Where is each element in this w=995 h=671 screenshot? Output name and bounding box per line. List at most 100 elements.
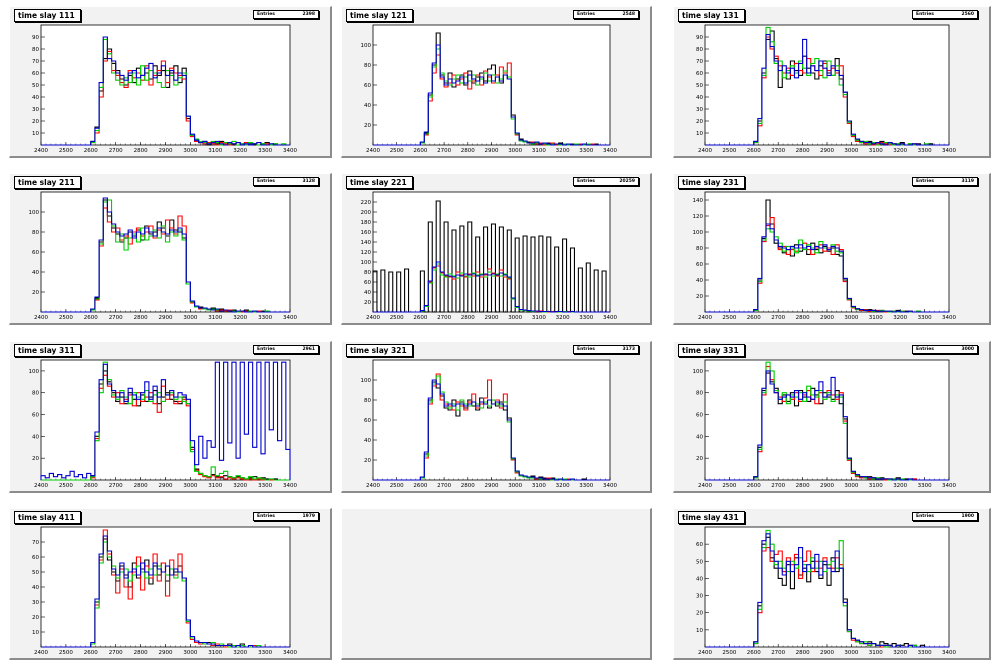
y-tick-label: 70 (32, 540, 39, 546)
x-tick-label: 2600 (747, 148, 761, 154)
x-tick-label: 2500 (722, 315, 736, 321)
y-tick-label: 30 (696, 594, 703, 600)
stats-value: 3173 (622, 347, 635, 352)
x-tick-label: 2600 (413, 483, 427, 489)
y-tick-label: 60 (696, 71, 703, 77)
x-tick-label: 3400 (283, 650, 297, 656)
y-tick-label: 20 (696, 611, 703, 617)
y-tick-label: 20 (696, 456, 703, 462)
series-line (41, 38, 290, 146)
stats-box: Entries 1900 (912, 512, 978, 521)
y-tick-label: 100 (693, 369, 704, 375)
x-tick-label: 2800 (134, 148, 148, 154)
histogram-title: time slay 411 (14, 511, 81, 524)
y-tick-label: 60 (32, 71, 39, 77)
x-tick-label: 3300 (258, 650, 272, 656)
histogram-pad: 2400 2500 2600 2700 2800 2900 3000 3100 3200 3300… (341, 341, 652, 493)
y-tick-label: 20 (364, 123, 371, 129)
series-line (373, 261, 610, 313)
y-tick-label: 70 (32, 59, 39, 65)
y-tick-label: 80 (696, 246, 703, 252)
x-tick-label: 3400 (942, 650, 956, 656)
x-tick-label: 2800 (796, 315, 810, 321)
x-tick-label: 2400 (34, 483, 48, 489)
x-tick-label: 3200 (556, 483, 570, 489)
stats-box: Entries 20259 (573, 177, 639, 186)
stats-label: Entries (577, 12, 595, 17)
x-tick-label: 2500 (390, 315, 404, 321)
stats-label: Entries (916, 179, 934, 184)
x-tick-label: 3400 (603, 315, 617, 321)
x-tick-label: 3200 (233, 148, 247, 154)
histogram-plot: 2400 2500 2600 2700 2800 2900 3000 3100 3200 3300… (29, 359, 297, 489)
x-tick-label: 3200 (556, 315, 570, 321)
x-tick-label: 2600 (413, 148, 427, 154)
y-tick-label: 90 (696, 35, 703, 41)
x-tick-label: 2800 (134, 315, 148, 321)
y-tick-label: 100 (361, 43, 372, 49)
x-tick-label: 3100 (532, 148, 546, 154)
y-tick-label: 40 (696, 576, 703, 582)
y-tick-label: 80 (32, 47, 39, 53)
histogram-pad: 2400 2500 2600 2700 2800 2900 3000 3100 3200 3300… (9, 508, 332, 660)
x-tick-label: 2700 (771, 315, 785, 321)
x-tick-label: 3400 (942, 315, 956, 321)
series-line (705, 370, 949, 481)
x-tick-label: 2600 (84, 483, 98, 489)
stats-label: Entries (257, 347, 275, 352)
stats-value: 3119 (961, 179, 974, 184)
x-tick-label: 2700 (437, 148, 451, 154)
x-tick-label: 2700 (109, 650, 123, 656)
y-tick-label: 90 (32, 35, 39, 41)
x-tick-label: 3400 (283, 148, 297, 154)
y-tick-label: 50 (32, 570, 39, 576)
histogram-pad: 2400 2500 2600 2700 2800 2900 3000 3100 3200 3300… (673, 173, 991, 325)
histogram-title: time slay 331 (678, 344, 745, 357)
stats-label: Entries (916, 347, 934, 352)
x-tick-label: 2900 (820, 650, 834, 656)
y-tick-label: 50 (32, 83, 39, 89)
x-tick-label: 2700 (109, 148, 123, 154)
y-tick-label: 100 (29, 369, 40, 375)
x-tick-label: 3300 (918, 315, 932, 321)
x-tick-label: 2400 (698, 483, 712, 489)
plot-frame (704, 191, 950, 313)
x-tick-label: 3100 (208, 650, 222, 656)
y-tick-label: 20 (364, 300, 371, 306)
histogram-pad: 2400 2500 2600 2700 2800 2900 3000 3100 3200 3300… (673, 6, 991, 158)
x-tick-label: 3100 (869, 148, 883, 154)
x-tick-label: 2800 (796, 650, 810, 656)
y-tick-label: 140 (361, 240, 372, 246)
x-tick-label: 2900 (485, 483, 499, 489)
stats-box: Entries 2560 (912, 10, 978, 19)
x-tick-label: 3200 (893, 483, 907, 489)
x-tick-label: 3100 (532, 315, 546, 321)
x-tick-label: 3000 (183, 650, 197, 656)
histogram-title: time slay 321 (346, 344, 413, 357)
x-tick-label: 3000 (183, 148, 197, 154)
x-tick-label: 3000 (844, 650, 858, 656)
y-tick-label: 100 (361, 260, 372, 266)
stats-value: 2548 (622, 12, 635, 17)
x-tick-label: 2500 (390, 148, 404, 154)
y-tick-label: 160 (361, 230, 372, 236)
y-tick-label: 80 (364, 270, 371, 276)
x-tick-label: 3400 (942, 148, 956, 154)
histogram-pad: 2400 2500 2600 2700 2800 2900 3000 3100 3200 3300… (673, 341, 991, 493)
y-tick-label: 10 (696, 628, 703, 634)
x-tick-label: 3100 (869, 483, 883, 489)
plot-frame (704, 526, 950, 648)
y-tick-label: 200 (361, 210, 372, 216)
y-tick-label: 60 (696, 542, 703, 548)
y-tick-label: 20 (696, 119, 703, 125)
y-tick-label: 70 (696, 59, 703, 65)
stats-value: 3128 (302, 179, 315, 184)
x-tick-label: 3000 (508, 315, 522, 321)
x-tick-label: 3200 (233, 483, 247, 489)
empty-pad (341, 508, 652, 660)
y-tick-label: 60 (364, 83, 371, 89)
y-tick-label: 40 (364, 290, 371, 296)
x-tick-label: 2600 (413, 315, 427, 321)
x-tick-label: 3300 (258, 148, 272, 154)
